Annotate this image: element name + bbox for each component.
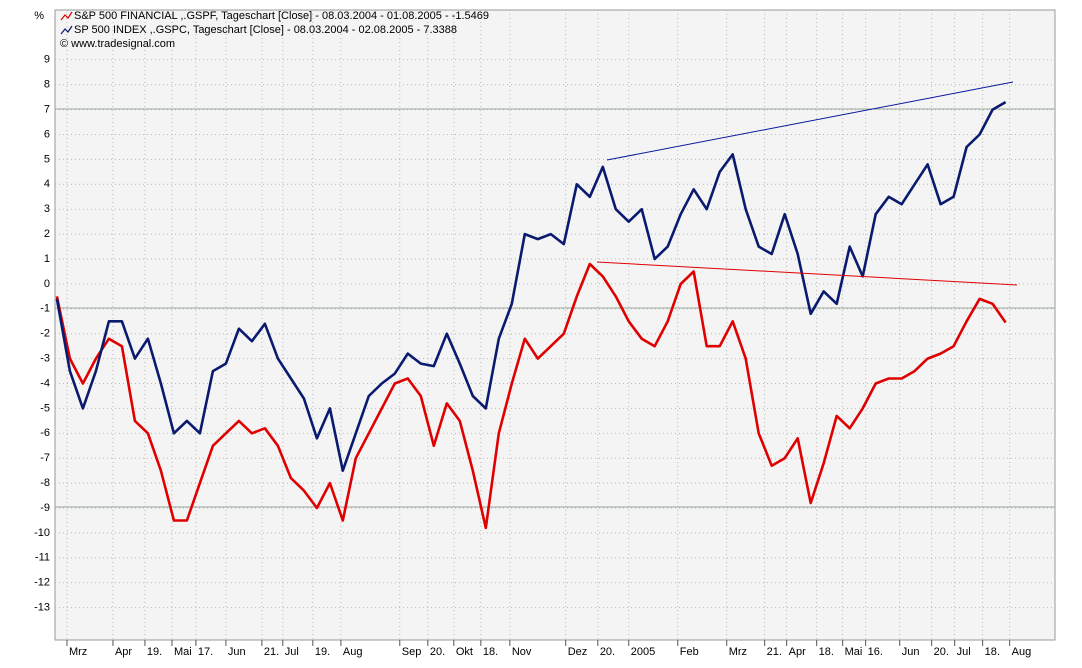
- y-tick-label: 0: [44, 278, 50, 290]
- legend-icon: [60, 25, 73, 35]
- y-tick-label: -10: [34, 527, 50, 539]
- x-tick-label: 2005: [631, 646, 655, 658]
- trend-line: [596, 261, 1018, 286]
- y-tick-label: 8: [44, 79, 50, 91]
- legend: S&P 500 FINANCIAL ,.GSPF, Tageschart [Cl…: [60, 10, 489, 36]
- x-tick-label: 19.: [147, 646, 162, 658]
- y-unit: %: [34, 10, 44, 22]
- x-tick-label: Sep: [402, 646, 422, 658]
- y-tick-label: -12: [34, 577, 50, 589]
- lines: [55, 100, 1007, 530]
- y-tick-label: -8: [40, 477, 50, 489]
- x-tick-label: Jun: [228, 646, 246, 658]
- series-line: [55, 100, 1007, 472]
- trend-line: [606, 81, 1014, 161]
- x-tick-label: Dez: [568, 646, 588, 658]
- y-tick-label: 3: [44, 203, 50, 215]
- x-tick-label: 16.: [868, 646, 883, 658]
- y-tick-label: -13: [34, 602, 50, 614]
- x-tick-label: Mrz: [69, 646, 87, 658]
- y-tick-label: 9: [44, 54, 50, 66]
- x-tick-label: 20.: [600, 646, 615, 658]
- x-tick-label: Mrz: [729, 646, 747, 658]
- y-tick-label: -5: [40, 402, 50, 414]
- x-tick-label: 19.: [315, 646, 330, 658]
- y-tick-label: -2: [40, 328, 50, 340]
- legend-icon: [60, 11, 73, 21]
- y-tick-label: 5: [44, 153, 50, 165]
- x-tick-label: 20.: [934, 646, 949, 658]
- x-tick-label: 18.: [483, 646, 498, 658]
- y-tick-label: -9: [40, 502, 50, 514]
- x-tick-label: Jun: [902, 646, 920, 658]
- x-tick-label: Mai: [174, 646, 192, 658]
- grid: [55, 10, 1055, 640]
- x-tick-label: Aug: [1012, 646, 1032, 658]
- legend-label: SP 500 INDEX ,.GSPC, Tageschart [Close] …: [74, 24, 457, 36]
- legend-label: S&P 500 FINANCIAL ,.GSPF, Tageschart [Cl…: [74, 10, 489, 22]
- x-tick-label: 20.: [430, 646, 445, 658]
- x-tick-label: Feb: [680, 646, 699, 658]
- copyright: © www.tradesignal.com: [60, 38, 175, 50]
- y-tick-label: 1: [44, 253, 50, 265]
- x-tick-label: Jul: [285, 646, 299, 658]
- x-tick-label: Nov: [512, 646, 532, 658]
- y-tick-label: -4: [40, 377, 50, 389]
- y-tick-label: 7: [44, 104, 50, 116]
- x-tick-label: Okt: [456, 646, 473, 658]
- x-tick-label: 21.: [767, 646, 782, 658]
- plot-area: [54, 9, 1056, 641]
- y-tick-label: -7: [40, 452, 50, 464]
- y-tick-label: -11: [35, 552, 50, 564]
- y-tick-label: 6: [44, 128, 50, 140]
- x-tick-label: 21.: [264, 646, 279, 658]
- x-tick-label: 18.: [819, 646, 834, 658]
- x-tick-label: Mai: [845, 646, 863, 658]
- x-tick-label: 18.: [985, 646, 1000, 658]
- y-tick-label: -1: [40, 303, 50, 315]
- y-tick-label: -6: [40, 427, 50, 439]
- y-tick-label: -3: [40, 353, 50, 365]
- x-tick-label: 17.: [198, 646, 213, 658]
- x-tick-label: Apr: [115, 646, 132, 658]
- series-line: [55, 262, 1007, 530]
- x-tick-label: Apr: [789, 646, 806, 658]
- x-tick-label: Aug: [343, 646, 363, 658]
- y-tick-label: 4: [44, 178, 50, 190]
- x-tick-label: Jul: [957, 646, 971, 658]
- y-tick-label: 2: [44, 228, 50, 240]
